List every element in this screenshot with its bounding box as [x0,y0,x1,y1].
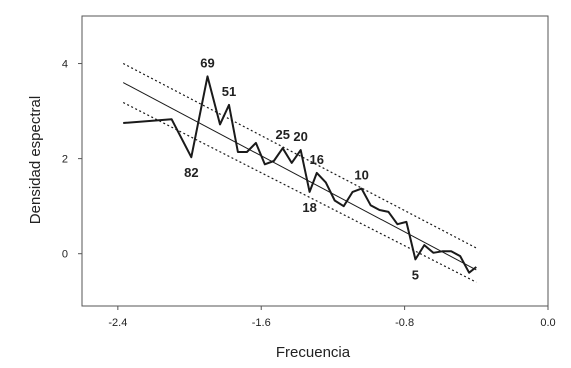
y-tick-label: 0 [62,249,68,261]
plot-frame [81,15,549,307]
data-label: 18 [302,200,316,215]
x-axis-title: Frecuencia [276,344,351,361]
series-layer [122,62,477,283]
data-label: 69 [200,55,214,70]
spectral-density-line [123,75,477,274]
data-label: 82 [184,165,198,180]
data-label: 25 [276,127,290,142]
x-tick-label: 0.0 [540,317,555,329]
y-axis-ticks: 0 2 4 [62,59,82,261]
confidence-band-lower [122,101,477,283]
y-tick-label: 2 [62,154,68,166]
regression-line [122,82,477,271]
y-axis-title: Densidad espectral [27,96,44,224]
data-label: 16 [310,152,324,167]
y-tick-label: 4 [62,59,68,71]
data-label: 20 [293,129,307,144]
data-label: 10 [354,168,368,183]
data-label: 51 [222,84,236,99]
x-tick-label: -0.8 [395,317,414,329]
x-axis-ticks: -2.4 -1.6 -0.8 0.0 [108,306,556,329]
data-label: 5 [412,267,419,282]
x-tick-label: -2.4 [108,317,127,329]
x-tick-label: -1.6 [252,317,271,329]
confidence-band-upper [122,62,477,249]
